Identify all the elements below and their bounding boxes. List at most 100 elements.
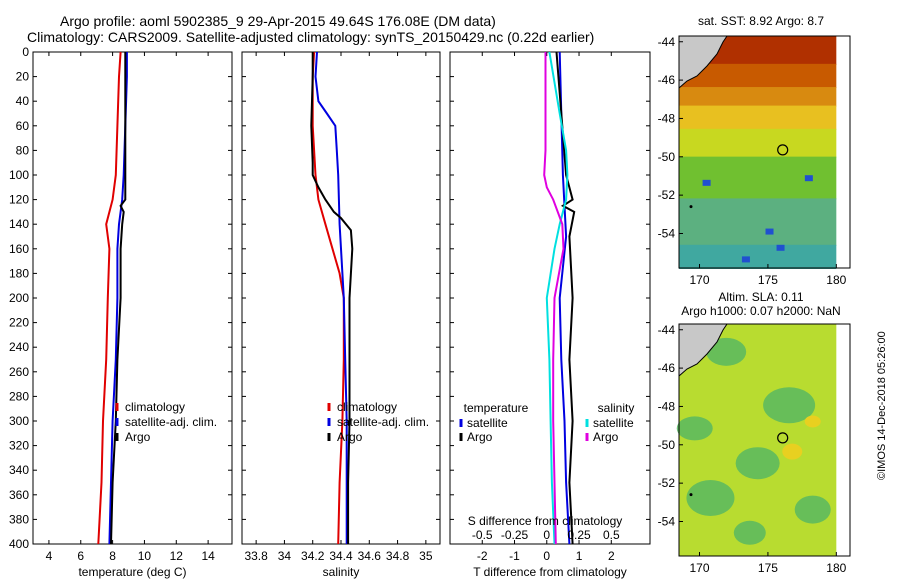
x-tick-label: 8	[109, 549, 116, 563]
sst-band	[679, 105, 837, 130]
argo-float-marker	[777, 144, 789, 156]
series-line-climatology	[311, 51, 345, 545]
y-tick-label: 240	[9, 340, 29, 354]
x-tick-label: 1	[576, 549, 583, 563]
sst-band	[679, 87, 837, 107]
x-tick-label: 34.8	[386, 549, 410, 563]
map-x-tick-label: 180	[826, 561, 846, 575]
series-line-satellite-adj-clim-	[314, 51, 348, 544]
y-tick-label: 160	[9, 242, 29, 256]
sla-map-title-1: Altim. SLA: 0.11	[718, 290, 803, 304]
x-tick-label: 34.2	[301, 549, 325, 563]
map-x-tick-label: 180	[826, 273, 846, 287]
sla-eddy	[733, 520, 766, 545]
plot-frame-temperature	[32, 51, 233, 545]
y-tick-label: 400	[9, 537, 29, 551]
secondary-tick-label: -0.5	[472, 528, 493, 542]
x-tick-label: 34.6	[358, 549, 382, 563]
sla-high	[782, 443, 803, 460]
sla-map-title-2: Argo h1000: 0.07 h2000: NaN	[681, 304, 840, 318]
secondary-tick-label: 0.25	[567, 528, 591, 542]
island-marker	[689, 205, 693, 209]
y-tick-label: 80	[16, 143, 30, 157]
legend-label: climatology	[337, 400, 397, 414]
sst-cold-patch	[702, 179, 711, 186]
map-y-tick-label: -52	[658, 188, 676, 202]
sla-eddy	[676, 416, 713, 441]
map-x-tick-label: 175	[758, 561, 778, 575]
y-tick-label: 220	[9, 316, 29, 330]
sla-eddy	[686, 480, 735, 516]
x-axis-label-temperature: temperature (deg C)	[78, 565, 186, 579]
x-tick-label: 12	[170, 549, 184, 563]
y-tick-label: 200	[9, 291, 29, 305]
x-axis-label-difference: T difference from climatology	[473, 565, 627, 579]
island-marker	[689, 493, 693, 497]
map-y-tick-label: -44	[658, 323, 676, 337]
map-x-tick-label: 170	[690, 273, 710, 287]
sst-cold-patch	[765, 228, 774, 235]
plot-frame-difference	[449, 51, 651, 545]
y-tick-label: 20	[16, 70, 30, 84]
y-tick-label: 300	[9, 414, 29, 428]
y-tick-label: 280	[9, 389, 29, 403]
legend-label: climatology	[125, 400, 185, 414]
sst-band	[679, 128, 837, 158]
sst-band	[679, 198, 837, 246]
sla-eddy	[706, 337, 747, 366]
secondary-tick-label: 0.5	[603, 528, 620, 542]
sst-map-title: sat. SST: 8.92 Argo: 8.7	[698, 14, 824, 28]
legend-label: satellite	[467, 416, 508, 430]
map-y-tick-label: -54	[658, 514, 676, 528]
series-line-t-satellite	[558, 51, 571, 545]
series-line-t-argo	[555, 51, 576, 545]
y-tick-label: 40	[16, 94, 30, 108]
x-tick-label: 6	[77, 549, 84, 563]
series-line-s-satellite	[545, 51, 569, 545]
secondary-axis-label: S difference from climatology	[468, 514, 623, 528]
sla-eddy	[794, 495, 831, 524]
y-tick-label: 360	[9, 488, 29, 502]
legend-label: Argo	[125, 430, 151, 444]
map-y-tick-label: -44	[658, 35, 676, 49]
x-axis-label-salinity: salinity	[323, 565, 360, 579]
secondary-tick-label: 0	[543, 528, 550, 542]
legend-title-salinity: salinity	[598, 401, 635, 415]
series-line-climatology	[97, 51, 122, 545]
y-tick-label: 0	[22, 45, 29, 59]
argo-float-marker	[777, 432, 789, 444]
sst-cold-patch	[776, 244, 785, 251]
x-tick-label: 33.8	[244, 549, 268, 563]
x-tick-label: 35	[419, 549, 433, 563]
y-tick-label: 380	[9, 512, 29, 526]
sst-cold-patch	[804, 175, 813, 182]
secondary-tick-label: -0.25	[501, 528, 529, 542]
x-tick-label: 34	[278, 549, 292, 563]
series-line-argo	[310, 52, 354, 544]
x-tick-label: 34.4	[329, 549, 353, 563]
x-tick-label: -2	[477, 549, 488, 563]
map-y-tick-label: -50	[658, 438, 676, 452]
map-y-tick-label: -46	[658, 73, 676, 87]
map-frame-sst-map	[678, 35, 851, 269]
legend-label: Argo	[593, 430, 619, 444]
legend-label: Argo	[467, 430, 493, 444]
sla-high	[804, 415, 821, 428]
sst-band	[679, 244, 837, 269]
chart-title-line-2: Climatology: CARS2009. Satellite-adjuste…	[27, 29, 595, 45]
y-tick-label: 320	[9, 439, 29, 453]
map-y-tick-label: -54	[658, 226, 676, 240]
sst-cold-patch	[741, 256, 750, 263]
legend-title-temperature: temperature	[464, 401, 529, 415]
map-y-tick-label: -52	[658, 476, 676, 490]
x-tick-label: 4	[46, 549, 53, 563]
chart-title-line-1: Argo profile: aoml 5902385_9 29-Apr-2015…	[60, 13, 496, 29]
legend-label: satellite-adj. clim.	[125, 415, 217, 429]
series-line-s-argo	[543, 52, 565, 545]
x-tick-label: 10	[138, 549, 152, 563]
map-frame-sla-map	[678, 323, 851, 557]
y-tick-label: 100	[9, 168, 29, 182]
x-tick-label: 0	[543, 549, 550, 563]
y-tick-label: 60	[16, 119, 30, 133]
x-tick-label: 14	[201, 549, 215, 563]
